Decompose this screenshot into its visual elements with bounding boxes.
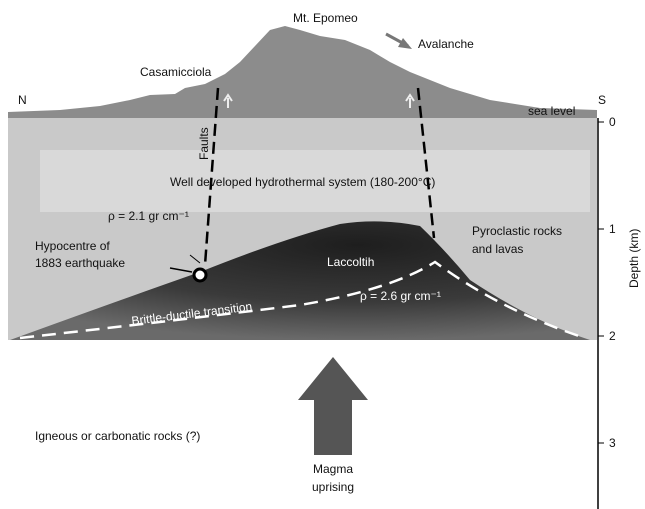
hypocentre-label: Hypocentre of (35, 239, 110, 253)
hydrothermal-label: Well developed hydrothermal system (180-… (170, 175, 435, 189)
avalanche-label: Avalanche (418, 37, 474, 51)
diagram: Mt. Epomeo Avalanche Casamicciola N S se… (0, 0, 645, 509)
magma-label: Magma (313, 462, 353, 476)
town-label: Casamicciola (140, 65, 212, 79)
basement-label: Igneous or carbonatic rocks (?) (35, 429, 200, 443)
depth-tick-label: 2 (609, 329, 616, 343)
sea-level-label: sea level (528, 104, 575, 118)
north-label: N (18, 93, 27, 107)
faults-label: Faults (197, 127, 211, 160)
depth-tick-label: 3 (609, 436, 616, 450)
avalanche-arrow (398, 38, 412, 49)
hypocentre-label: 1883 earthquake (35, 256, 125, 270)
depth-axis-title: Depth (km) (627, 229, 641, 288)
pyroclastic-label: and lavas (472, 242, 523, 256)
pyroclastic-label: Pyroclastic rocks (472, 224, 562, 238)
mountain-profile (8, 26, 597, 118)
hypocentre (194, 269, 206, 281)
peak-label: Mt. Epomeo (293, 11, 358, 25)
magma-arrow (298, 357, 368, 455)
south-label: S (598, 93, 606, 107)
depth-tick-label: 0 (609, 115, 616, 129)
density-label: ρ = 2.6 gr cm⁻¹ (360, 289, 441, 303)
laccolith-label: Laccoltih (327, 255, 374, 269)
density-label: ρ = 2.1 gr cm⁻¹ (108, 209, 189, 223)
magma-label: uprising (312, 480, 354, 494)
depth-tick-label: 1 (609, 222, 616, 236)
